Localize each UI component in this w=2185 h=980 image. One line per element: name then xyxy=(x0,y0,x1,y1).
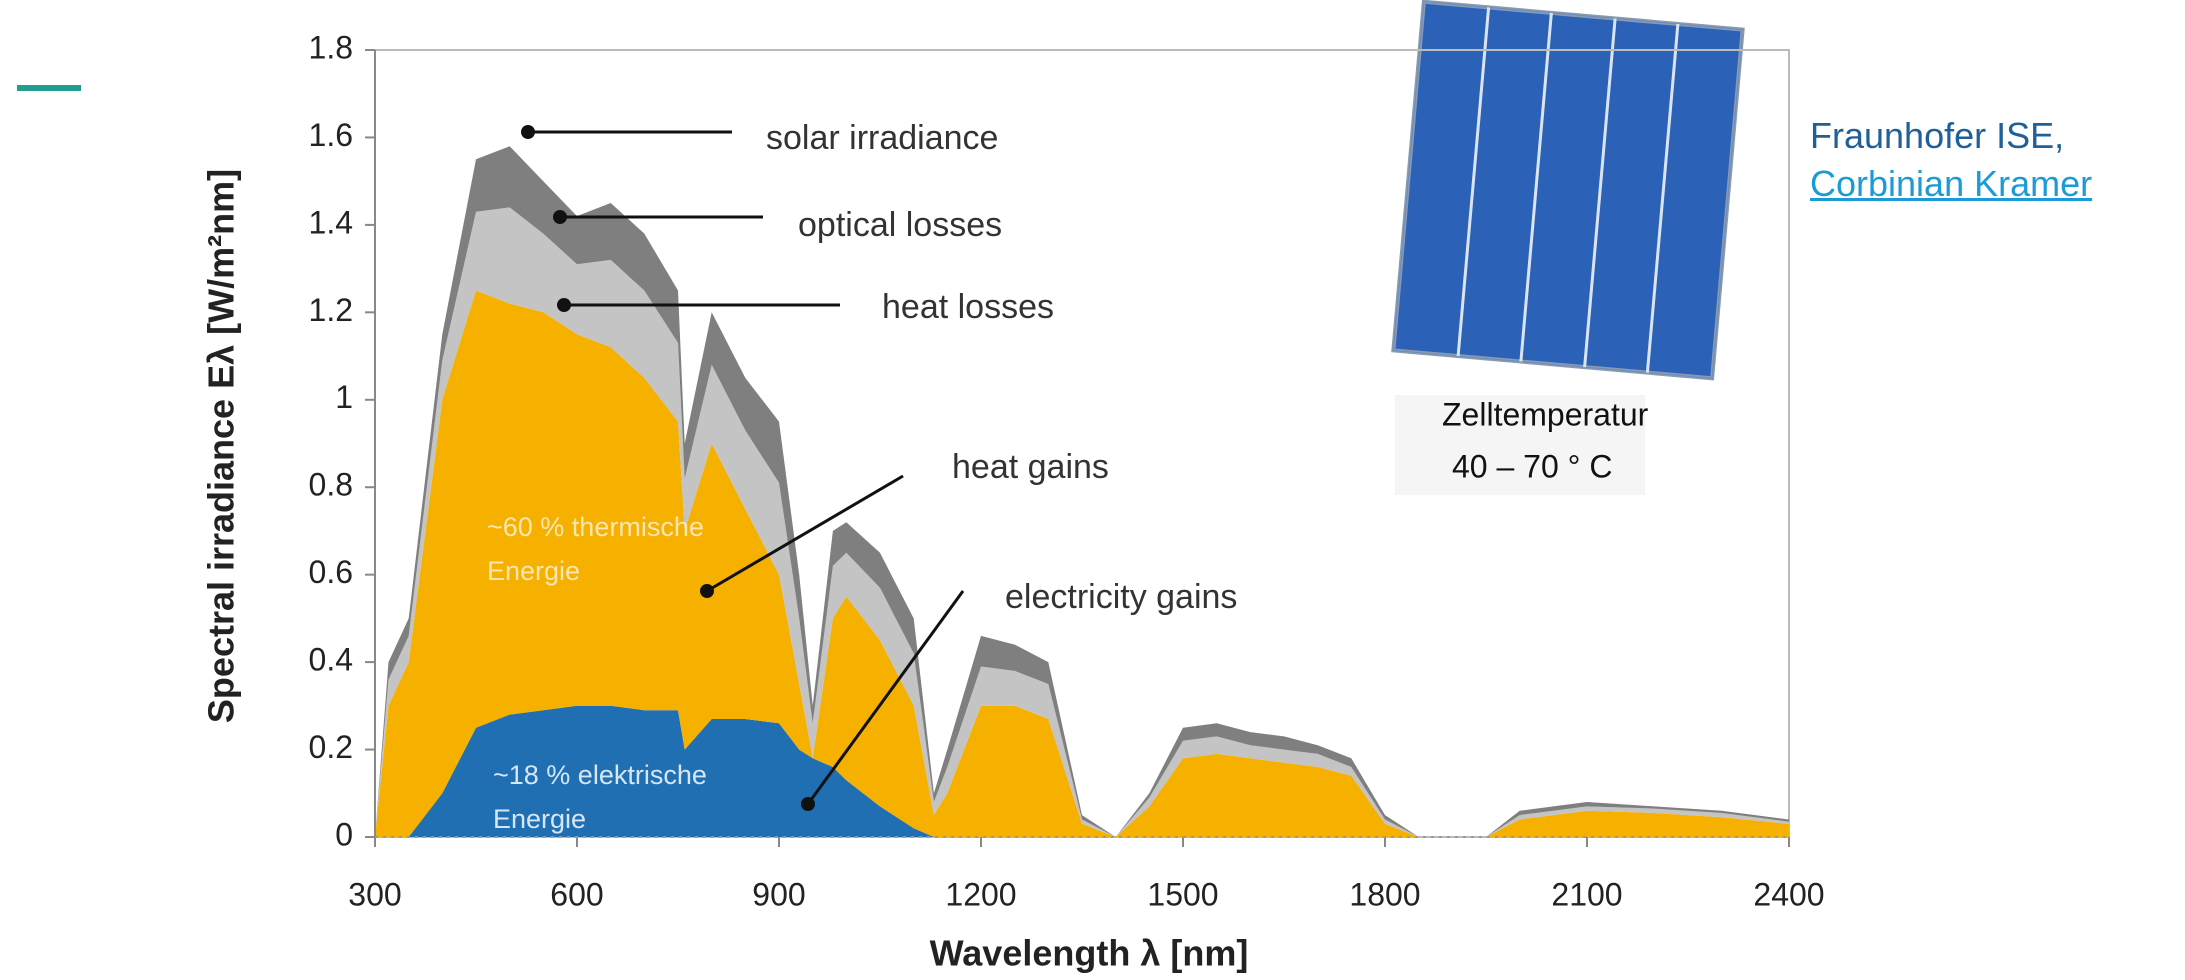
y-tick-label: 1.8 xyxy=(309,29,353,65)
callout-dot xyxy=(700,584,714,598)
page: Wavelength λ [nm] Spectral irradiance Eλ… xyxy=(0,0,2185,980)
x-tick-label: 300 xyxy=(348,876,401,912)
callout-dot xyxy=(557,298,571,312)
x-tick-label: 2100 xyxy=(1551,876,1622,912)
y-tick-label: 1.4 xyxy=(309,204,353,240)
y-tick-label: 0.6 xyxy=(309,554,353,590)
inset-caption: 40 – 70 ° C xyxy=(1452,448,1612,484)
credit: Fraunhofer ISE, Corbinian Kramer xyxy=(1810,112,2092,208)
callout-label: heat gains xyxy=(952,448,1109,486)
x-tick-label: 2400 xyxy=(1753,876,1824,912)
y-axis-title: Spectral irradiance Eλ [W/m²nm] xyxy=(201,169,242,723)
inset-caption: Zelltemperatur xyxy=(1442,396,1649,432)
x-tick-label: 600 xyxy=(550,876,603,912)
x-tick-label: 1200 xyxy=(945,876,1016,912)
y-tick-label: 0.8 xyxy=(309,467,353,503)
area-note: Energie xyxy=(487,556,580,586)
credit-link[interactable]: Corbinian Kramer xyxy=(1810,163,2092,204)
area-note: Energie xyxy=(493,804,586,834)
accent-dash xyxy=(17,85,81,91)
x-tick-label: 1500 xyxy=(1147,876,1218,912)
y-tick-label: 1.2 xyxy=(309,292,353,328)
x-tick-label: 1800 xyxy=(1349,876,1420,912)
credit-text: Fraunhofer ISE, xyxy=(1810,112,2092,160)
x-tick-label: 900 xyxy=(752,876,805,912)
callout-dot xyxy=(521,125,535,139)
callout-dot xyxy=(553,210,567,224)
callout-label: electricity gains xyxy=(1005,578,1237,616)
area-note: ~18 % elektrische xyxy=(493,760,707,790)
callout-label: heat losses xyxy=(882,288,1054,326)
callout-label: solar irradiance xyxy=(766,119,998,157)
y-tick-label: 1 xyxy=(335,379,353,415)
y-tick-label: 0.2 xyxy=(309,729,353,765)
y-tick-label: 0.4 xyxy=(309,642,353,678)
callout-dot xyxy=(801,797,815,811)
area-note: ~60 % thermische xyxy=(487,512,704,542)
y-tick-label: 1.6 xyxy=(309,117,353,153)
callout-label: optical losses xyxy=(798,206,1002,244)
x-axis-title: Wavelength λ [nm] xyxy=(930,933,1249,974)
y-tick-label: 0 xyxy=(335,816,353,852)
